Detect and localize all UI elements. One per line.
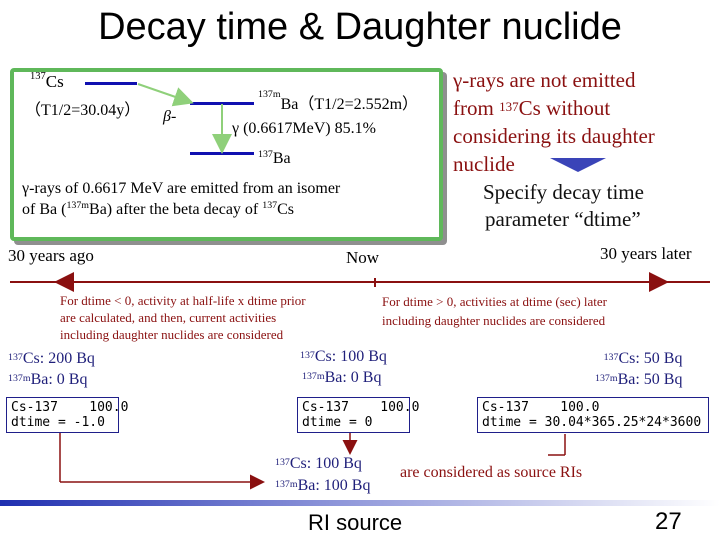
past-note-line2: are calculated, and then, current activi… [60, 310, 277, 325]
timeline-past-label: 30 years ago [8, 246, 94, 265]
right-note-line3: considering its daughter [453, 124, 655, 148]
footer-bar [0, 500, 720, 506]
input-box-future-line1: Cs-137 100.0 [482, 400, 600, 415]
now-ba-activity: 137mBa: 0 Bq [302, 369, 382, 386]
input-box-past-line1: Cs-137 100.0 [11, 400, 129, 415]
isomer-level-line [190, 102, 254, 105]
input-box-past-line2: dtime = -1.0 [11, 415, 105, 430]
now-cs-activity: 137Cs: 100 Bq [300, 348, 387, 365]
isomer-note-line2: of Ba (137mBa) after the beta decay of 1… [22, 200, 295, 218]
beta-decay-label: β- [163, 108, 177, 125]
timeline-future-label: 30 years later [600, 244, 692, 263]
ground-state-label: 137Ba [258, 149, 291, 167]
parent-halflife: （T1/2=30.04y） [25, 102, 141, 119]
input-box-future-line2: dtime = 30.04*365.25*24*3600 [482, 415, 702, 430]
input-box-future: Cs-137 100.0 dtime = 30.04*365.25*24*360… [477, 397, 709, 433]
future-note-line1: For dtime > 0, activities at dtime (sec)… [382, 294, 608, 309]
page-title: Decay time & Daughter nuclide [98, 6, 622, 48]
footer-label: RI source [308, 510, 403, 535]
page-number: 27 [655, 508, 682, 535]
activities-now: 137Cs: 100 Bq 137mBa: 0 Bq [300, 346, 387, 388]
result-note: are considered as source RIs [400, 464, 583, 481]
right-note-line4: nuclide [453, 152, 515, 176]
past-note-line3: including daughter nuclides are consider… [60, 327, 284, 342]
input-box-now: Cs-137 100.0 dtime = 0 [297, 397, 420, 433]
result-activities: 137Cs: 100 Bq 137mBa: 100 Bq [275, 453, 370, 497]
future-cs-activity: 137Cs: 50 Bq [603, 350, 683, 367]
past-ba-activity: 137mBa: 0 Bq [8, 371, 88, 388]
input-box-past: Cs-137 100.0 dtime = -1.0 [6, 397, 129, 433]
past-note-line1: For dtime < 0, activity at half-life x d… [60, 293, 306, 308]
isomer-label: 137mBa（T1/2=2.552m） [258, 89, 419, 113]
activities-past: 137Cs: 200 Bq 137mBa: 0 Bq [8, 348, 95, 390]
down-arrow-icon [550, 158, 606, 172]
gamma-transition-label: γ (0.6617MeV) 85.1% [232, 120, 376, 137]
result-ba-activity: 137mBa: 100 Bq [275, 477, 371, 494]
right-note-line1: γ-rays are not emitted [453, 68, 636, 92]
parent-level-line [85, 82, 137, 85]
isomer-note-line1: γ-rays of 0.6617 MeV are emitted from an… [22, 180, 341, 197]
future-note-line2: including daughter nuclides are consider… [382, 313, 606, 328]
timeline-now-label: Now [346, 248, 380, 267]
activities-future: 137Cs: 50 Bq 137mBa: 50 Bq [595, 348, 682, 390]
input-box-now-line1: Cs-137 100.0 [302, 400, 420, 415]
future-note: For dtime > 0, activities at dtime (sec)… [382, 292, 607, 330]
result-cs-activity: 137Cs: 100 Bq [275, 455, 362, 472]
parent-nuclide-label: 137Cs [30, 70, 64, 91]
past-note: For dtime < 0, activity at half-life x d… [60, 292, 306, 343]
future-ba-activity: 137mBa: 50 Bq [595, 371, 683, 388]
input-box-now-line2: dtime = 0 [302, 415, 373, 430]
right-note-line5: Specify decay time [483, 180, 644, 204]
beta-decay-arrow [137, 83, 194, 107]
right-note-line6: parameter “dtime” [485, 207, 641, 231]
right-note-line2: from 137Cs without [453, 96, 611, 120]
right-note: γ-rays are not emitted from 137Cs withou… [453, 66, 655, 178]
past-cs-activity: 137Cs: 200 Bq [8, 350, 95, 367]
